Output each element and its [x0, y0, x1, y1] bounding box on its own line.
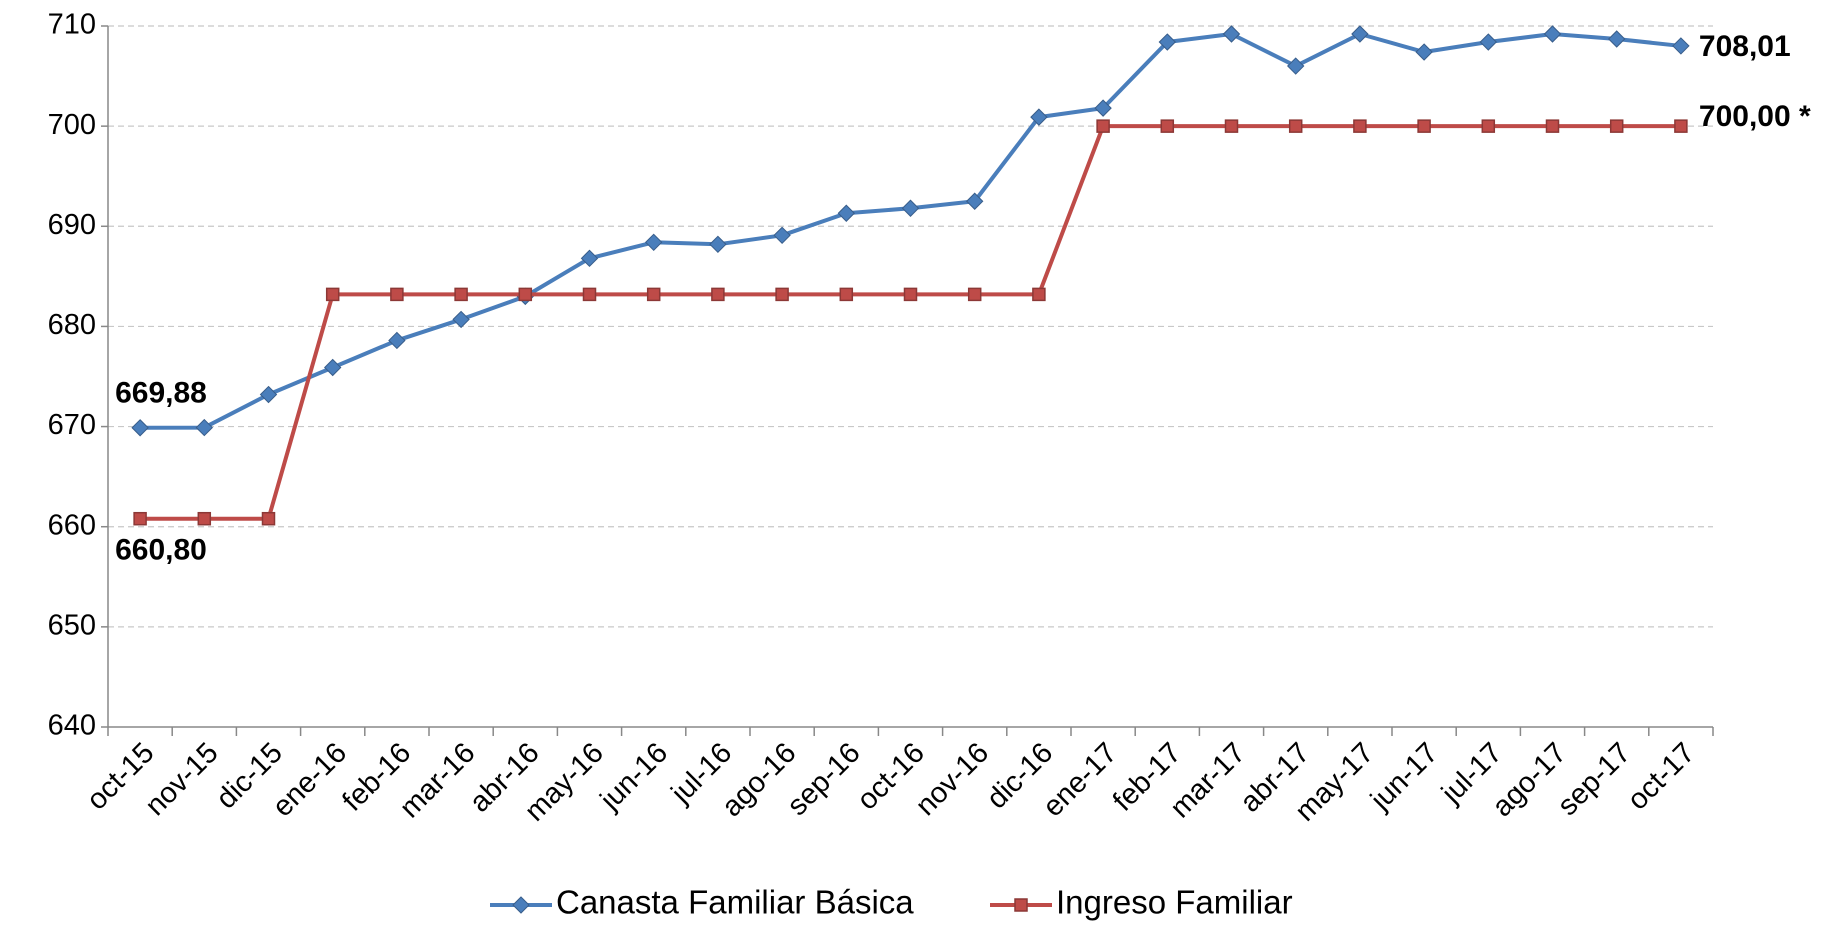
y-tick-label: 690 [48, 209, 96, 241]
marker [967, 287, 982, 302]
marker [1288, 119, 1303, 133]
marker [1543, 25, 1562, 43]
marker [644, 233, 663, 252]
marker [323, 358, 342, 377]
y-tick-label: 680 [48, 309, 96, 341]
marker [454, 287, 468, 302]
marker [1160, 119, 1175, 133]
x-tick-label: jun-16 [594, 737, 674, 817]
x-tick-label: ago-17 [1486, 737, 1572, 823]
marker [1158, 33, 1177, 51]
y-tick-label: 670 [48, 409, 96, 441]
data-label: 669,88 [115, 377, 207, 410]
marker [261, 511, 276, 526]
marker [1224, 119, 1239, 133]
marker [133, 511, 147, 526]
marker [901, 199, 920, 217]
marker [197, 511, 212, 526]
marker [1479, 33, 1498, 51]
data-label: 708,01 [1699, 30, 1791, 63]
marker [1353, 119, 1367, 133]
marker [512, 896, 530, 914]
marker [325, 287, 340, 302]
marker [1609, 119, 1624, 133]
x-tick-label: nov-15 [139, 737, 224, 822]
marker [1286, 57, 1305, 75]
marker [195, 418, 214, 437]
x-tick-label: ene-17 [1037, 737, 1123, 823]
marker [259, 385, 278, 404]
marker [1607, 30, 1626, 48]
marker [1417, 119, 1431, 133]
marker [390, 287, 404, 302]
marker [1674, 119, 1688, 133]
marker [1096, 119, 1110, 133]
x-tick-label: ene-16 [267, 737, 353, 823]
y-tick-label: 660 [48, 509, 96, 541]
marker [711, 287, 725, 302]
marker [1351, 25, 1369, 43]
x-tick-label: sep-16 [781, 737, 866, 822]
x-tick-label: jun-17 [1364, 737, 1444, 817]
marker [582, 287, 597, 302]
marker [1094, 99, 1112, 117]
y-tick-label: 710 [48, 9, 96, 41]
marker [1030, 108, 1048, 126]
marker [1415, 43, 1433, 61]
data-label: 660,80 [115, 534, 207, 567]
y-tick-label: 650 [48, 610, 96, 642]
data-label: 700,00 * [1699, 100, 1811, 133]
marker [1545, 119, 1560, 133]
marker [1672, 37, 1690, 55]
x-tick-label: ago-16 [716, 737, 802, 823]
x-tick-label: nov-16 [910, 737, 995, 822]
y-tick-label: 640 [48, 710, 96, 742]
marker [518, 287, 533, 302]
marker [131, 419, 149, 437]
marker [773, 226, 791, 245]
marker [452, 310, 470, 329]
marker [1014, 898, 1028, 912]
marker [965, 192, 984, 210]
marker [1032, 287, 1046, 302]
x-tick-label: sep-17 [1552, 737, 1637, 822]
marker [388, 331, 406, 350]
marker [775, 287, 789, 302]
marker [580, 249, 599, 268]
legend-label: Canasta Familiar Básica [556, 884, 914, 921]
marker [1222, 25, 1241, 43]
x-tick-label: oct-17 [1622, 737, 1702, 817]
series-line [140, 124, 1681, 521]
legend-label: Ingreso Familiar [1056, 884, 1293, 921]
marker [839, 287, 854, 302]
y-tick-label: 700 [48, 109, 96, 141]
series-line [140, 32, 1682, 430]
marker [646, 287, 661, 302]
marker [903, 287, 918, 302]
marker [837, 204, 856, 222]
marker [1481, 119, 1496, 133]
marker [709, 235, 727, 254]
